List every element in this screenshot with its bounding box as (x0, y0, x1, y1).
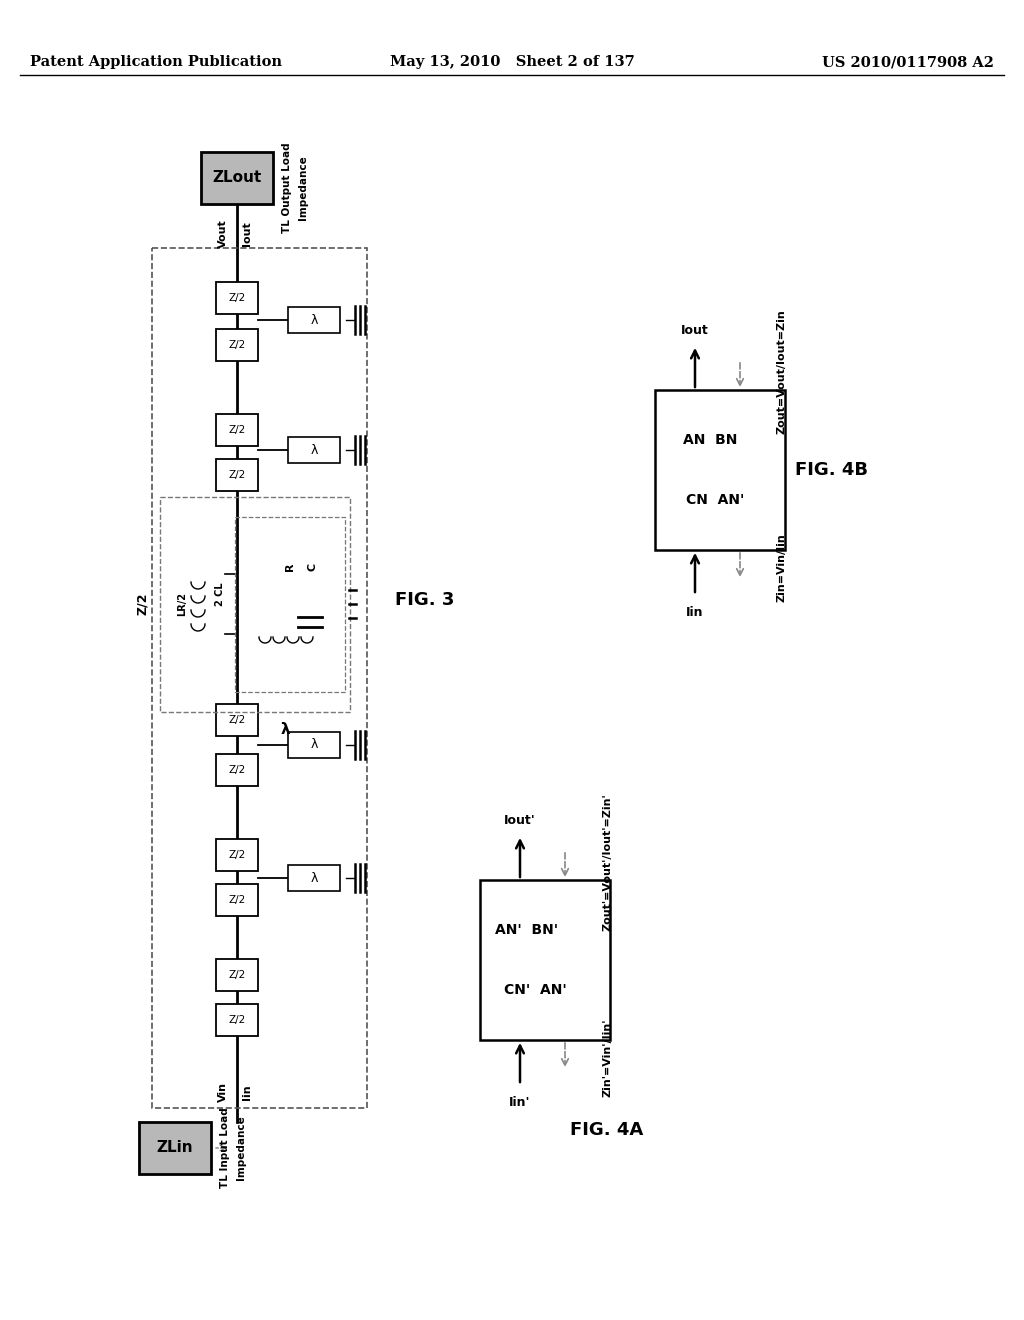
Text: Impedance: Impedance (298, 156, 308, 220)
Text: Z/2: Z/2 (228, 895, 246, 906)
Text: Impedance: Impedance (236, 1115, 246, 1180)
Text: US 2010/0117908 A2: US 2010/0117908 A2 (822, 55, 994, 69)
Text: Iin: Iin (686, 606, 703, 619)
Text: λ: λ (310, 738, 317, 751)
Text: ZLin: ZLin (157, 1140, 194, 1155)
Text: λ: λ (310, 871, 317, 884)
Bar (480, 880, 610, 1040)
Text: Z/2: Z/2 (228, 425, 246, 436)
Text: TL Input Load: TL Input Load (220, 1107, 230, 1188)
Text: Z/2: Z/2 (228, 470, 246, 480)
Text: Z/2: Z/2 (228, 715, 246, 725)
Bar (139, 1122, 211, 1173)
Bar (216, 329, 258, 360)
Bar (234, 517, 345, 692)
Text: Zin=Vin/Iin: Zin=Vin/Iin (777, 533, 787, 602)
Bar (655, 389, 785, 550)
Bar (201, 152, 273, 205)
Bar (216, 704, 258, 737)
Text: C: C (308, 562, 318, 572)
Bar (216, 754, 258, 785)
Text: λ: λ (281, 722, 290, 738)
Text: Z/2: Z/2 (228, 293, 246, 304)
Text: λ: λ (310, 444, 317, 457)
Bar (288, 437, 340, 463)
Text: CN'  AN': CN' AN' (504, 983, 566, 997)
Text: Iout': Iout' (504, 813, 536, 826)
Bar (216, 459, 258, 491)
Text: Iin: Iin (242, 1084, 252, 1100)
Bar (216, 414, 258, 446)
Text: FIG. 4A: FIG. 4A (570, 1121, 643, 1139)
Text: R: R (285, 562, 295, 572)
Text: May 13, 2010   Sheet 2 of 137: May 13, 2010 Sheet 2 of 137 (389, 55, 635, 69)
Text: CN  AN': CN AN' (686, 492, 744, 507)
Text: Iout: Iout (681, 323, 709, 337)
Text: Z/2: Z/2 (135, 593, 148, 615)
Text: Z/2: Z/2 (228, 850, 246, 861)
Text: Iin': Iin' (509, 1096, 530, 1109)
Text: Vout: Vout (218, 219, 228, 248)
Bar (288, 865, 340, 891)
Bar (288, 733, 340, 758)
Text: AN  BN: AN BN (683, 433, 737, 447)
Text: Iout: Iout (242, 222, 252, 247)
Text: FIG. 3: FIG. 3 (395, 591, 455, 609)
Text: TL Output Load: TL Output Load (282, 143, 292, 234)
Text: Z/2: Z/2 (228, 970, 246, 979)
Text: LR/2: LR/2 (177, 591, 187, 616)
Text: Vin: Vin (218, 1082, 228, 1102)
Text: Z/2: Z/2 (228, 341, 246, 350)
Text: AN'  BN': AN' BN' (496, 923, 558, 937)
Text: Zin'=Vin'/Iin': Zin'=Vin'/Iin' (602, 1019, 612, 1097)
Bar (216, 282, 258, 314)
Text: FIG. 4B: FIG. 4B (795, 461, 868, 479)
Text: ZLout: ZLout (212, 170, 261, 186)
Text: λ: λ (310, 314, 317, 326)
Bar (152, 248, 367, 1107)
Text: 2 CL: 2 CL (215, 582, 225, 606)
Bar (288, 308, 340, 333)
Text: Patent Application Publication: Patent Application Publication (30, 55, 282, 69)
Bar (216, 1005, 258, 1036)
Bar (216, 884, 258, 916)
Text: Zout'=Vout'/Iout'=Zin': Zout'=Vout'/Iout'=Zin' (602, 793, 612, 931)
Text: Z/2: Z/2 (228, 766, 246, 775)
Bar (160, 498, 350, 711)
Text: Zout=Vout/Iout=Zin: Zout=Vout/Iout=Zin (777, 310, 787, 434)
Bar (216, 960, 258, 991)
Bar (216, 840, 258, 871)
Text: Z/2: Z/2 (228, 1015, 246, 1026)
